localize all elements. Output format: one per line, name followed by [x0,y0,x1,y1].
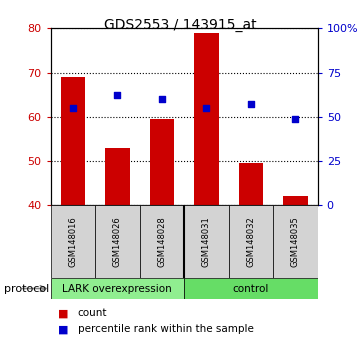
Text: GSM148031: GSM148031 [202,216,211,267]
FancyBboxPatch shape [184,278,318,299]
FancyBboxPatch shape [95,205,140,278]
FancyBboxPatch shape [184,205,229,278]
Text: GSM148032: GSM148032 [247,216,255,267]
Bar [283,196,308,205]
Bar [239,163,263,205]
Text: control: control [233,284,269,293]
Bar [61,77,85,205]
Text: count: count [78,308,107,318]
FancyBboxPatch shape [273,205,318,278]
FancyBboxPatch shape [140,205,184,278]
Text: GSM148026: GSM148026 [113,216,122,267]
Text: GSM148035: GSM148035 [291,216,300,267]
Bar [105,148,130,205]
Point [204,105,209,111]
Text: GSM148016: GSM148016 [68,216,77,267]
Text: ■: ■ [58,308,68,318]
Text: GSM148028: GSM148028 [157,216,166,267]
Text: ■: ■ [58,324,68,334]
Point [248,101,254,107]
Text: percentile rank within the sample: percentile rank within the sample [78,324,253,334]
Bar [149,119,174,205]
Text: LARK overexpression: LARK overexpression [62,284,172,293]
FancyBboxPatch shape [51,205,95,278]
Text: protocol: protocol [4,284,49,294]
Point [159,96,165,102]
FancyBboxPatch shape [51,278,184,299]
Text: GDS2553 / 143915_at: GDS2553 / 143915_at [104,18,257,32]
Point [114,92,120,97]
Point [70,105,76,111]
Bar [194,33,219,205]
FancyBboxPatch shape [229,205,273,278]
Point [292,116,298,122]
